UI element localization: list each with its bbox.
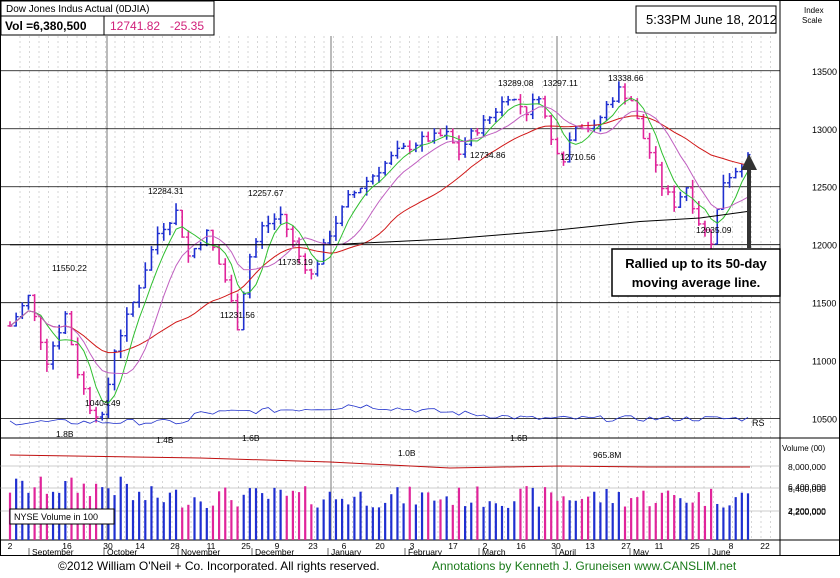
annotation-line-2: moving average line.: [632, 275, 761, 290]
date-tick: 2: [8, 541, 13, 551]
header-box: [0, 0, 215, 36]
ma-200-line: [10, 210, 751, 246]
price-label: 11231.56: [220, 310, 255, 320]
date-tick: 6: [342, 541, 347, 551]
ma-red-line: [9, 115, 749, 354]
month-label: November: [181, 547, 220, 556]
timestamp: 5:33PM June 18, 2012: [646, 12, 777, 27]
price-label: 12710.56: [560, 152, 596, 162]
price-tick: 12500: [812, 183, 837, 193]
price-label: 12257.67: [248, 188, 284, 198]
volume-label: 1.8B: [56, 429, 74, 439]
volume-tick: 4,200,000: [788, 507, 826, 517]
date-tick: 11: [655, 541, 664, 551]
price-bars: [7, 81, 751, 423]
month-label: May: [633, 547, 650, 556]
date-tick: 11: [207, 541, 216, 551]
date-tick: 20: [375, 541, 385, 551]
volume-label: 1.6B: [510, 433, 528, 443]
volume-label: 1.0B: [398, 448, 416, 458]
month-label: December: [255, 547, 294, 556]
copyright: ©2012 William O'Neil + Co. Incorporated.…: [58, 559, 380, 573]
price-tick: 12000: [812, 241, 837, 251]
price-label: 13289.08: [498, 78, 534, 88]
date-tick: 16: [62, 541, 72, 551]
volume-tick: 6,400,000: [788, 484, 826, 494]
date-tick: 25: [690, 541, 700, 551]
date-tick: 30: [103, 541, 113, 551]
moving-average-lines: [9, 97, 751, 469]
chart-labels: 10500 11000 11500 12000 12500 13000 13500 Volum…: [8, 67, 837, 556]
month-label: April: [559, 547, 576, 556]
volume-tick: 8,000,000: [788, 462, 826, 472]
date-tick: 17: [448, 541, 458, 551]
price-label: 10404.49: [85, 398, 121, 408]
annotation-line-1: Rallied up to its 50-day: [625, 256, 767, 271]
volume-axis-label: Volume (00): [782, 444, 825, 453]
volume-tick: 6,400,000: [788, 482, 826, 492]
volume-tag-box: [9, 508, 115, 525]
volume-bars: [8, 476, 750, 540]
date-tick: 13: [585, 541, 595, 551]
stock-chart: 10500 11000 11500 12000 12500 13000 13500 Volum…: [0, 0, 840, 556]
chart-title: Dow Jones Indus Actual (0DJIA): [6, 4, 149, 15]
price-label: 12284.31: [148, 186, 184, 196]
price-tick: 13000: [812, 125, 837, 135]
scale-label: Scale: [802, 16, 823, 25]
price-tick: 11000: [812, 357, 836, 367]
month-label: October: [107, 547, 137, 556]
footer: ©2012 William O'Neil + Co. Incorporated.…: [0, 556, 840, 578]
rs-label: RS: [752, 418, 765, 428]
price-label: 11735.19: [278, 257, 313, 267]
volume-label: 1.4B: [156, 435, 174, 445]
ma-50-line: [9, 97, 749, 404]
date-tick: 2: [483, 541, 488, 551]
price-label: 12734.86: [470, 150, 506, 160]
volume-tag: NYSE Volume in 100: [14, 512, 98, 522]
index-label: Index: [804, 6, 824, 15]
date-tick: 3: [410, 541, 415, 551]
volume-label: 965.8M: [593, 450, 621, 460]
month-label: June: [712, 547, 731, 556]
price-tick: 10500: [812, 415, 837, 425]
date-tick: 25: [241, 541, 251, 551]
month-label: January: [331, 547, 362, 556]
timestamp-box: [635, 5, 777, 34]
price-label: 13297.11: [543, 78, 578, 88]
month-label: February: [408, 547, 443, 556]
price-label: 11550.22: [52, 263, 87, 273]
price-value: 12741.82: [110, 19, 160, 33]
annotations-credit: Annotations by Kenneth J. Gruneisen www.…: [432, 559, 737, 573]
date-tick: 16: [516, 541, 526, 551]
date-tick: 8: [729, 541, 734, 551]
date-tick: 30: [551, 541, 561, 551]
price-label: 12035.09: [696, 225, 732, 235]
date-tick: 28: [170, 541, 180, 551]
date-tick: 14: [135, 541, 145, 551]
volume-tick: 2,200,000: [788, 506, 826, 516]
date-tick: 23: [308, 541, 318, 551]
date-tick: 22: [760, 541, 770, 551]
arrow-head-icon: [741, 154, 757, 170]
date-tick: 27: [621, 541, 631, 551]
price-label: 13338.66: [608, 73, 644, 83]
volume-label: Vol =6,380,500: [5, 19, 87, 33]
price-change: -25.35: [170, 19, 204, 33]
rs-line: [9, 404, 749, 426]
volume-avg-line: [9, 454, 750, 469]
ma-10-line: [9, 106, 749, 374]
price-tick: 11500: [812, 299, 836, 309]
grid: [0, 0, 840, 556]
annotation-box: [611, 248, 781, 297]
month-label: March: [482, 547, 506, 556]
date-tick: 9: [275, 541, 280, 551]
volume-label: 1.6B: [242, 433, 260, 443]
price-tick: 13500: [812, 67, 837, 77]
month-label: September: [32, 547, 74, 556]
